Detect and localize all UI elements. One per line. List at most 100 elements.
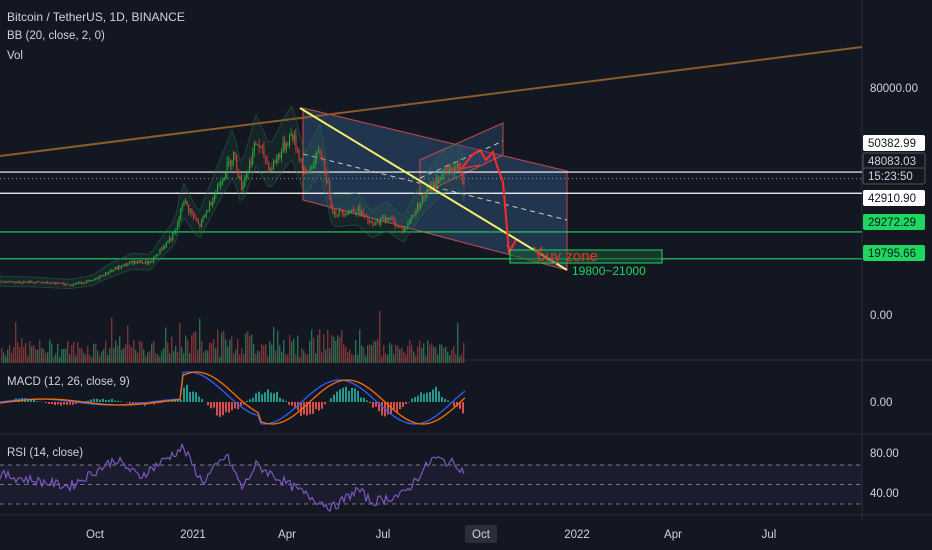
candle-body	[255, 143, 257, 145]
macd-histogram-bar	[429, 391, 431, 402]
macd-line	[0, 371, 466, 425]
volume-bar	[407, 346, 409, 363]
candle-body	[258, 144, 260, 148]
volume-bar	[439, 344, 441, 363]
candle-body	[362, 211, 364, 215]
candle-body	[172, 233, 174, 240]
volume-bar	[319, 329, 321, 363]
volume-bar	[45, 352, 47, 363]
macd-histogram-bar	[414, 397, 416, 402]
candle-body	[197, 221, 199, 224]
candle-body	[327, 182, 329, 184]
macd-histogram-bar	[357, 390, 359, 402]
macd-histogram-bar	[342, 387, 344, 402]
candle-body	[61, 282, 63, 284]
macd-histogram-bar	[93, 398, 95, 402]
volume-bar	[377, 339, 379, 363]
candle-body	[55, 282, 57, 284]
volume-bar	[5, 355, 7, 363]
volume-bar	[131, 347, 133, 363]
candle-body	[445, 168, 447, 171]
candle-body	[103, 275, 105, 277]
candle-body	[290, 134, 292, 136]
volume-bar	[401, 347, 403, 363]
macd-histogram-bar	[48, 402, 50, 404]
volume-bar	[197, 349, 199, 363]
candle-body	[434, 183, 436, 187]
candle-body	[325, 174, 327, 183]
candle-body	[453, 166, 455, 174]
volume-bar	[429, 344, 431, 363]
candle-body	[343, 212, 345, 216]
candle-body	[173, 232, 175, 234]
candle-body	[217, 186, 219, 192]
price-badge-label: 50382.99	[868, 138, 916, 150]
volume-bar	[67, 340, 69, 363]
candle-body	[450, 166, 452, 172]
volume-bar	[369, 344, 371, 363]
candle-body	[292, 134, 294, 140]
volume-bar	[79, 348, 81, 363]
macd-histogram-bar	[303, 402, 305, 415]
candle-body	[313, 166, 315, 168]
volume-bar	[271, 344, 273, 363]
candle-body	[44, 282, 46, 284]
volume-bar	[329, 347, 331, 363]
candle-body	[401, 226, 403, 228]
volume-bar	[241, 347, 243, 363]
macd-histogram-bar	[75, 402, 77, 404]
candle-body	[253, 143, 255, 153]
volume-bar	[9, 345, 11, 363]
candle-body	[145, 261, 147, 264]
candle-body	[282, 142, 284, 152]
candle-body	[77, 282, 79, 284]
candle-body	[124, 264, 126, 266]
candle-body	[15, 282, 17, 284]
candle-body	[301, 159, 303, 168]
volume-bar	[167, 342, 169, 363]
projection-path	[461, 148, 517, 256]
candle-body	[236, 155, 238, 170]
candle-body	[31, 281, 33, 283]
candle-body	[201, 220, 203, 228]
candle-body	[130, 261, 132, 263]
macd-histogram-bar	[33, 399, 35, 402]
volume-bar	[191, 335, 193, 363]
candle-body	[407, 221, 409, 228]
candle-body	[233, 151, 235, 161]
price-badge-label: 48083.03	[868, 156, 916, 168]
candle-body	[92, 279, 94, 281]
candle-body	[132, 261, 134, 264]
volume-bar	[103, 349, 105, 363]
candle-body	[364, 214, 366, 216]
candle-body	[85, 281, 87, 284]
macd-histogram-bar	[228, 402, 230, 413]
candle-body	[341, 209, 343, 213]
candle-body	[164, 246, 166, 248]
candle-body	[340, 209, 342, 211]
volume-bar	[13, 346, 15, 363]
candle-body	[153, 257, 155, 263]
candle-body	[241, 175, 243, 190]
candle-body	[444, 168, 446, 170]
macd-histogram-bar	[426, 392, 428, 402]
macd-histogram-bar	[336, 391, 338, 402]
macd-histogram-bar	[330, 398, 332, 402]
candle-body	[321, 153, 323, 159]
macd-histogram-bar	[351, 387, 353, 402]
candle-body	[159, 248, 161, 255]
volume-bar	[305, 353, 307, 363]
candle-body	[399, 225, 401, 227]
macd-histogram-bar	[210, 402, 212, 409]
candle-body	[12, 281, 14, 283]
volume-bar	[265, 344, 267, 363]
volume-bar	[287, 354, 289, 363]
macd-histogram-bar	[453, 402, 455, 407]
candle-body	[455, 166, 457, 169]
rsi-line	[0, 442, 465, 512]
candle-body	[169, 238, 171, 242]
candle-body	[359, 206, 361, 215]
volume-bar	[25, 343, 27, 363]
candle-body	[449, 166, 451, 172]
